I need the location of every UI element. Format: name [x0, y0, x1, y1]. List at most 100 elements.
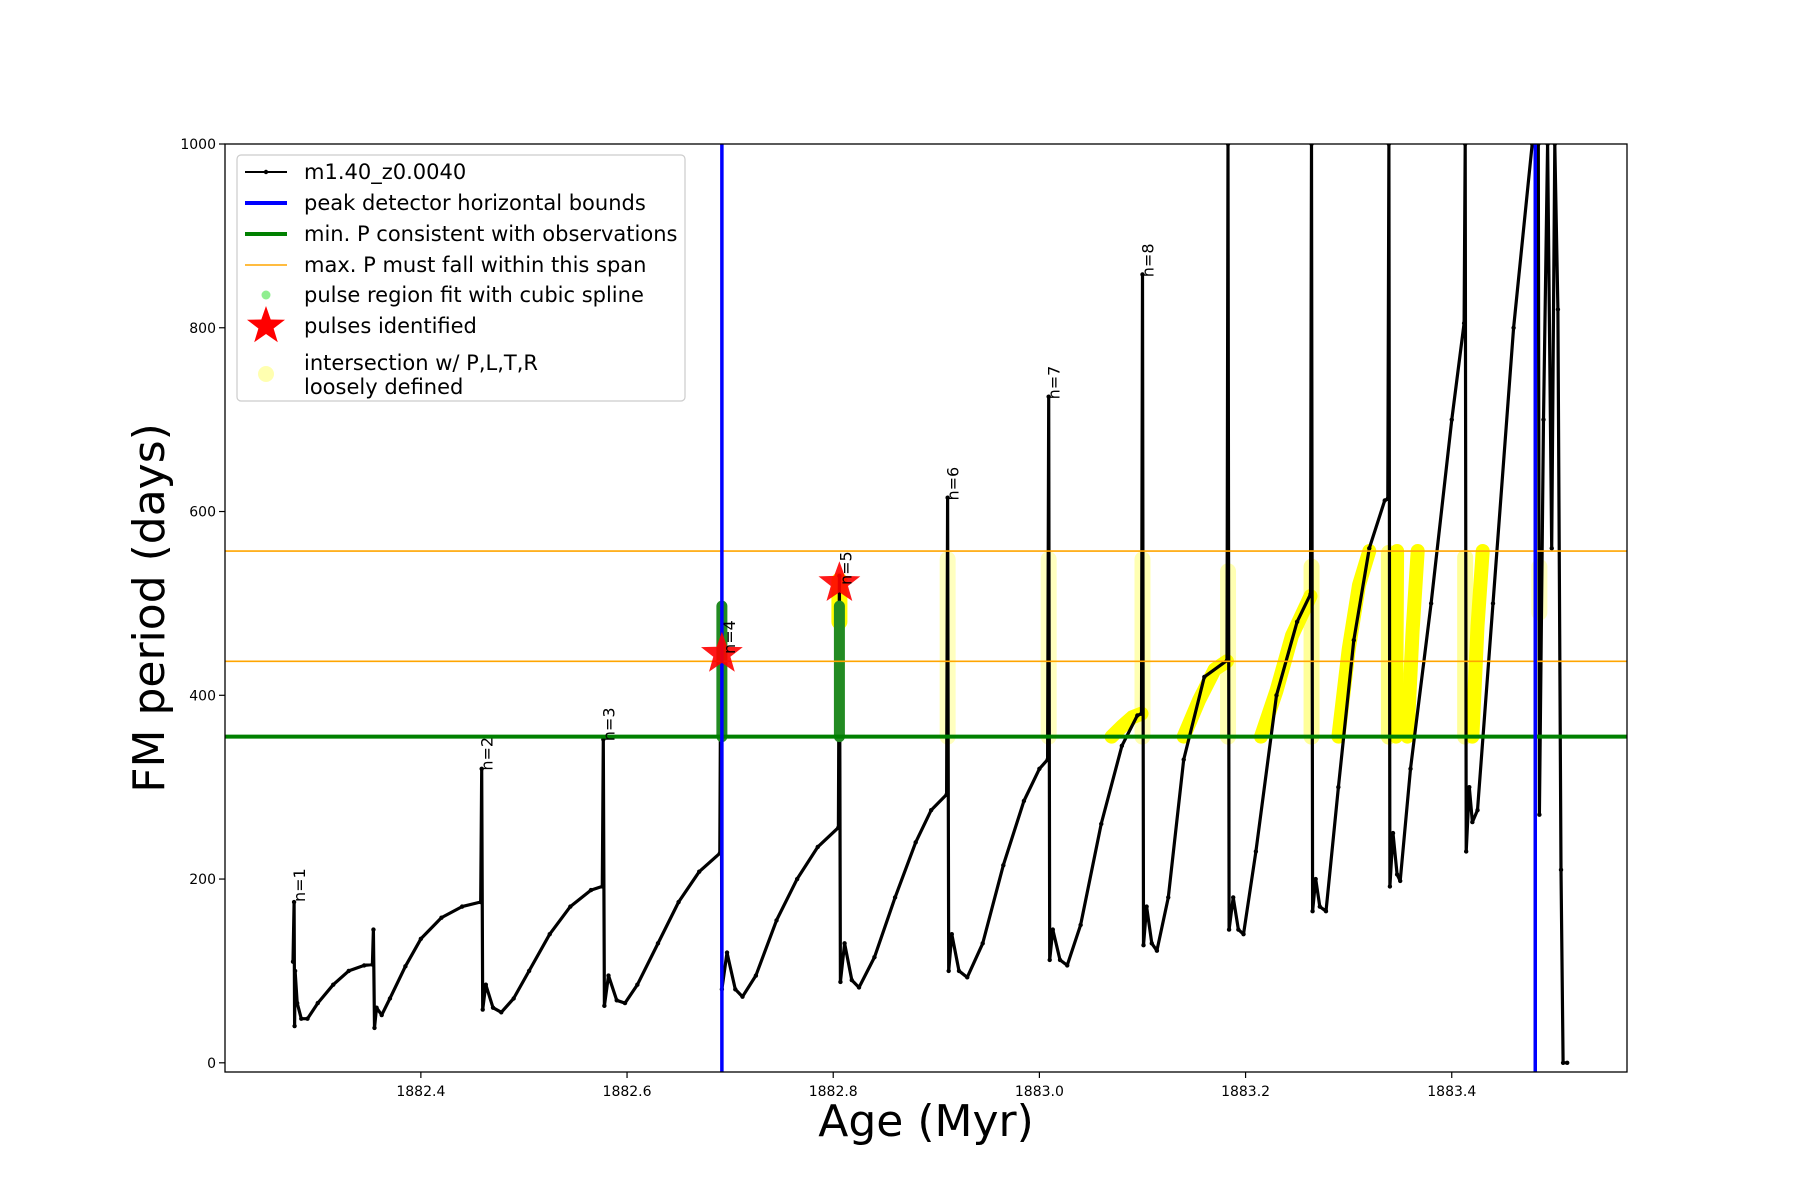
series-point-83: [1140, 272, 1145, 277]
series-point-84: [1141, 943, 1146, 948]
series-point-45: [724, 950, 730, 955]
series-point-30: [568, 904, 573, 909]
series-point-52: [836, 825, 841, 830]
series-point-122: [1467, 784, 1472, 790]
series-point-136: [1560, 1060, 1566, 1066]
series-point-2: [292, 1023, 297, 1029]
series-point-78: [1078, 922, 1083, 928]
series-point-19: [439, 915, 444, 920]
series-point-20: [459, 904, 465, 909]
legend-label-0: m1.40_z0.0040: [304, 160, 466, 185]
series-point-94: [1231, 895, 1236, 900]
pulse-label-3: n=4: [720, 620, 739, 654]
series-point-103: [1313, 876, 1318, 882]
series-point-28: [526, 968, 532, 974]
series-point-95: [1236, 927, 1241, 932]
legend-box: [236, 154, 686, 402]
series-point-3: [292, 968, 298, 974]
series-point-135: [1558, 867, 1564, 873]
series-point-125: [1490, 601, 1496, 606]
series-point-115: [1398, 878, 1403, 884]
pulse-identified-star-1: [818, 561, 861, 601]
series-point-31: [588, 887, 594, 893]
series-point-108: [1367, 546, 1372, 551]
series-point-67: [965, 975, 970, 980]
series-point-66: [956, 968, 962, 974]
legend-label-6-line1: loosely defined: [304, 375, 463, 399]
series-point-8: [331, 982, 336, 987]
x-tick-label-3: 1883.0: [1015, 1084, 1064, 1100]
pulse-label-2: n=3: [599, 707, 618, 741]
series-point-26: [499, 1010, 504, 1015]
legend-handle-5: [247, 306, 285, 343]
series-point-87: [1154, 948, 1160, 953]
y-tick-label-1: 200: [189, 872, 216, 888]
series-point-13: [372, 1025, 377, 1031]
pulse-label-0: n=1: [290, 868, 309, 902]
legend-label-3: max. P must fall within this span: [304, 253, 646, 277]
series-point-110: [1385, 496, 1391, 501]
x-tick-label-5: 1883.4: [1427, 1084, 1476, 1100]
series-point-82: [1139, 711, 1144, 716]
legend-label-2: min. P consistent with observations: [304, 222, 677, 246]
series-point-65: [949, 931, 954, 937]
series-point-114: [1394, 872, 1400, 877]
x-tick-label-0: 1882.4: [396, 1084, 445, 1100]
pulse-label-1: n=2: [478, 737, 497, 771]
series-point-39: [655, 941, 661, 946]
y-axis-title: FM period (days): [124, 423, 175, 793]
series-point-130: [1541, 417, 1546, 422]
legend-handle-6: [258, 366, 274, 382]
pulse-label-6: n=7: [1045, 366, 1064, 400]
series-point-36: [614, 998, 619, 1003]
series-point-85: [1144, 904, 1149, 909]
series-point-11: [370, 962, 375, 967]
y-tick-label-0: 0: [207, 1056, 216, 1072]
series-point-7: [315, 1000, 320, 1006]
series-point-51: [815, 844, 820, 850]
y-tick-label-2: 400: [189, 688, 216, 704]
series-point-117: [1428, 601, 1434, 606]
series-point-38: [635, 982, 640, 987]
series-point-32: [600, 884, 605, 889]
series-point-73: [1046, 394, 1051, 399]
series-point-86: [1149, 941, 1154, 946]
axis-ticks: 1882.4 1882.6 1882.8 1883.0 1883.2 1883.4 0 200…: [180, 137, 1476, 1100]
series-point-62: [944, 792, 949, 797]
series-point-41: [697, 869, 702, 874]
series-point-134: [1555, 307, 1561, 312]
pulse-label-4: n=5: [836, 551, 855, 585]
intersection-segment-3: [1331, 544, 1377, 744]
series-point-4: [294, 1000, 300, 1006]
series-point-137: [1565, 1060, 1570, 1066]
series-point-77: [1065, 963, 1070, 968]
series-point-5: [299, 1016, 304, 1021]
series-point-40: [676, 899, 681, 905]
series-point-98: [1274, 693, 1279, 698]
series-point-76: [1057, 957, 1063, 963]
series-point-69: [1001, 863, 1006, 868]
series-point-35: [606, 973, 611, 978]
legend-label-4: pulse region fit with cubic spline: [304, 283, 644, 307]
series-point-25: [490, 1005, 496, 1010]
series-point-99: [1294, 619, 1300, 624]
y-tick-label-4: 800: [189, 321, 216, 337]
x-tick-label-2: 1882.8: [809, 1084, 858, 1100]
series-point-56: [849, 977, 854, 983]
plot-frame: [224, 143, 1628, 1073]
series-point-29: [547, 931, 552, 937]
plot-area: n=1 n=2 n=3 n=4 n=5 n=6 n=7 n=8: [225, 144, 1627, 1072]
series-point-22: [479, 766, 484, 771]
series-point-113: [1390, 830, 1396, 836]
series-point-105: [1323, 909, 1329, 914]
series-point-104: [1317, 904, 1322, 909]
series-point-46: [733, 987, 738, 992]
intersection-segment-4: [1389, 544, 1405, 744]
series-point-75: [1050, 927, 1055, 932]
series-point-80: [1119, 743, 1125, 749]
x-tick-label-4: 1883.2: [1221, 1084, 1270, 1100]
series-point-64: [946, 968, 951, 974]
series-point-121: [1463, 849, 1469, 854]
series-point-10: [361, 963, 367, 968]
